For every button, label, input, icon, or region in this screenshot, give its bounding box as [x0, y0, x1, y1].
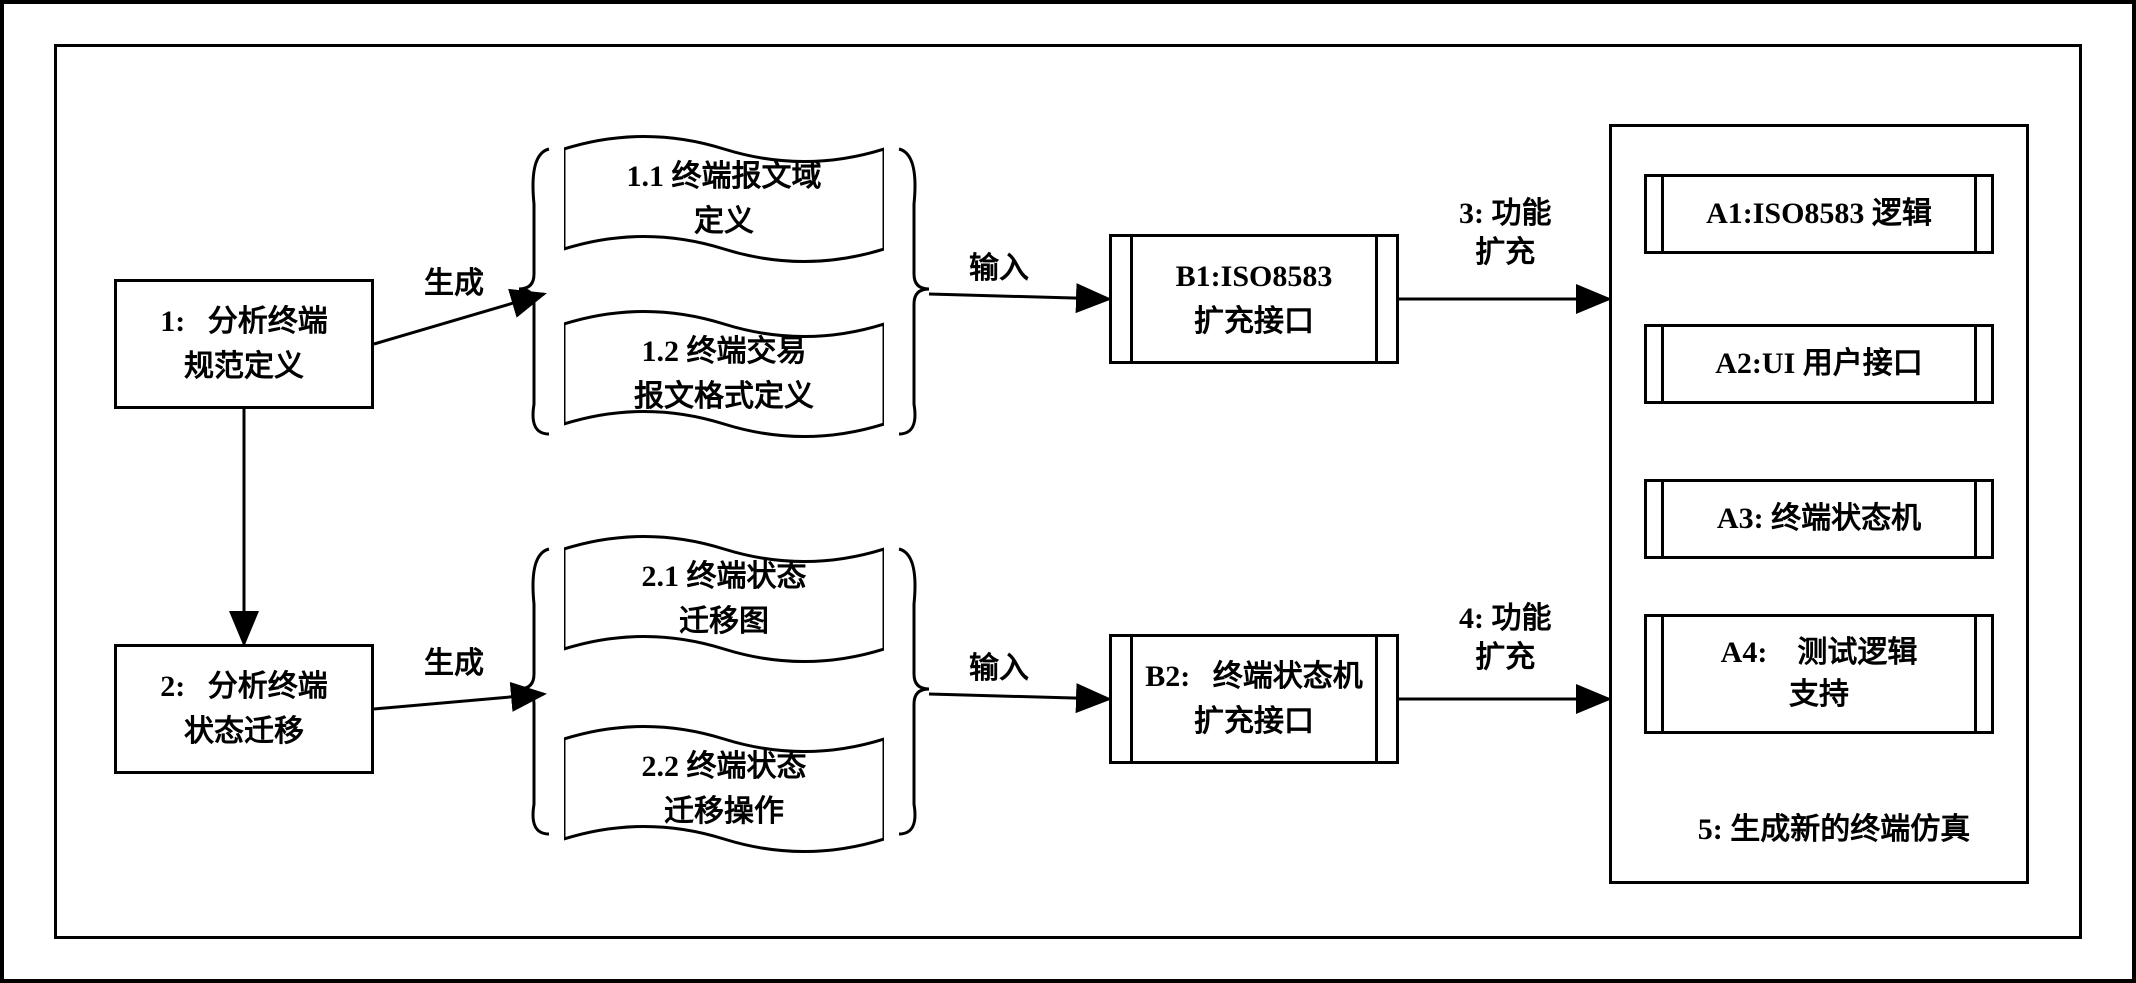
node-1-analyze-spec: 1: 分析终端规范定义 — [114, 279, 374, 409]
edge-label-ext3: 3: 功能扩充 — [1459, 194, 1552, 272]
module-a3-label: A3: 终端状态机 — [1717, 498, 1921, 540]
module-a1: A1:ISO8583 逻辑 — [1644, 174, 1994, 254]
module-a2: A2:UI 用户接口 — [1644, 324, 1994, 404]
module-a3: A3: 终端状态机 — [1644, 479, 1994, 559]
doc-2-1: 2.1 终端状态迁移图 — [564, 534, 884, 664]
doc-1-2-label: 1.2 终端交易报文格式定义 — [634, 329, 814, 419]
module-a1-label: A1:ISO8583 逻辑 — [1706, 193, 1932, 235]
edge-label-gen1: 生成 — [424, 264, 484, 303]
module-a4-label: A4: 测试逻辑支持 — [1721, 632, 1918, 716]
edge-label-input2: 输入 — [969, 649, 1029, 688]
doc-1-2: 1.2 终端交易报文格式定义 — [564, 309, 884, 439]
doc-1-1-label: 1.1 终端报文域定义 — [627, 154, 822, 244]
node-1-label: 1: 分析终端规范定义 — [160, 299, 328, 389]
node-b2-state-ext: B2: 终端状态机扩充接口 — [1109, 634, 1399, 764]
edge-label-ext4: 4: 功能扩充 — [1459, 599, 1552, 677]
doc-2-1-label: 2.1 终端状态迁移图 — [642, 554, 807, 644]
node-b2-label: B2: 终端状态机扩充接口 — [1145, 654, 1363, 744]
doc-2-2-label: 2.2 终端状态迁移操作 — [642, 744, 807, 834]
node-2-analyze-state: 2: 分析终端状态迁移 — [114, 644, 374, 774]
module-a4: A4: 测试逻辑支持 — [1644, 614, 1994, 734]
doc-2-2: 2.2 终端状态迁移操作 — [564, 724, 884, 854]
doc-1-1: 1.1 终端报文域定义 — [564, 134, 884, 264]
module-a2-label: A2:UI 用户接口 — [1715, 343, 1923, 385]
node-b1-label: B1:ISO8583扩充接口 — [1176, 254, 1333, 344]
edge-label-gen2: 生成 — [424, 644, 484, 683]
diagram-canvas: 1: 分析终端规范定义 2: 分析终端状态迁移 1.1 终端报文域定义 1.2 … — [0, 0, 2136, 983]
node-b1-iso8583-ext: B1:ISO8583扩充接口 — [1109, 234, 1399, 364]
node-2-label: 2: 分析终端状态迁移 — [160, 664, 328, 754]
edge-label-input1: 输入 — [969, 249, 1029, 288]
container-5-title: 5: 生成新的终端仿真 — [1644, 804, 2024, 848]
